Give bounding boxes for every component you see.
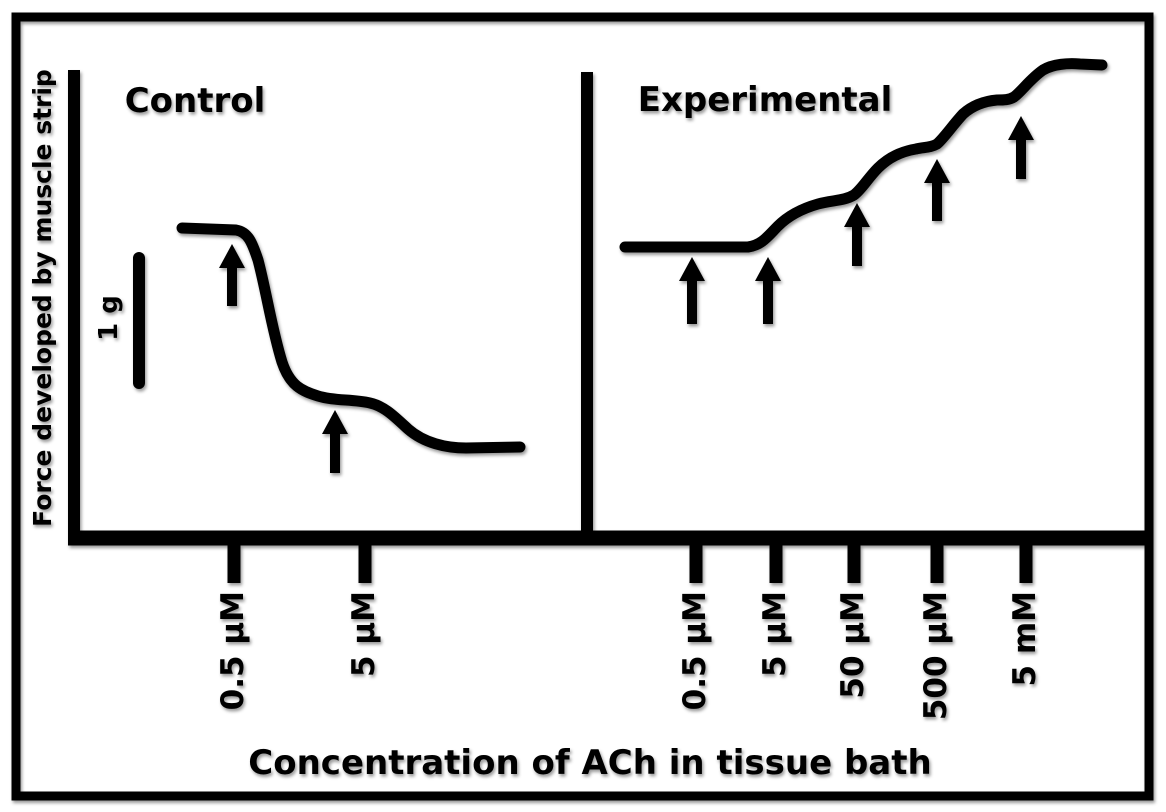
dose-arrow [322, 410, 348, 473]
experimental-panel-title: Experimental [638, 80, 893, 120]
tick-label: 5 µM [346, 591, 382, 677]
x-axis-title: Concentration of ACh in tissue bath [248, 743, 931, 783]
tick-label: 0.5 µM [215, 591, 251, 710]
y-axis-title: Force developed by muscle strip [28, 69, 57, 527]
dose-arrow [679, 257, 705, 324]
tick-label: 5 µM [757, 591, 793, 677]
tick-label: 5 mM [1007, 591, 1043, 687]
dose-arrow [755, 257, 781, 324]
tick-label: 0.5 µM [677, 591, 713, 710]
scale-bar-label: 1 g [94, 295, 124, 341]
figure-border [11, 12, 1154, 801]
tick-label: 500 µM [918, 591, 954, 720]
tick-label: 50 µM [835, 591, 871, 699]
experimental-trace [619, 58, 1108, 253]
control-panel-title: Control [125, 81, 266, 121]
dose-arrow [924, 159, 950, 221]
dose-arrow [844, 203, 870, 266]
dose-arrow [1008, 116, 1034, 179]
control-trace [176, 222, 526, 454]
dose-arrow [219, 244, 245, 306]
